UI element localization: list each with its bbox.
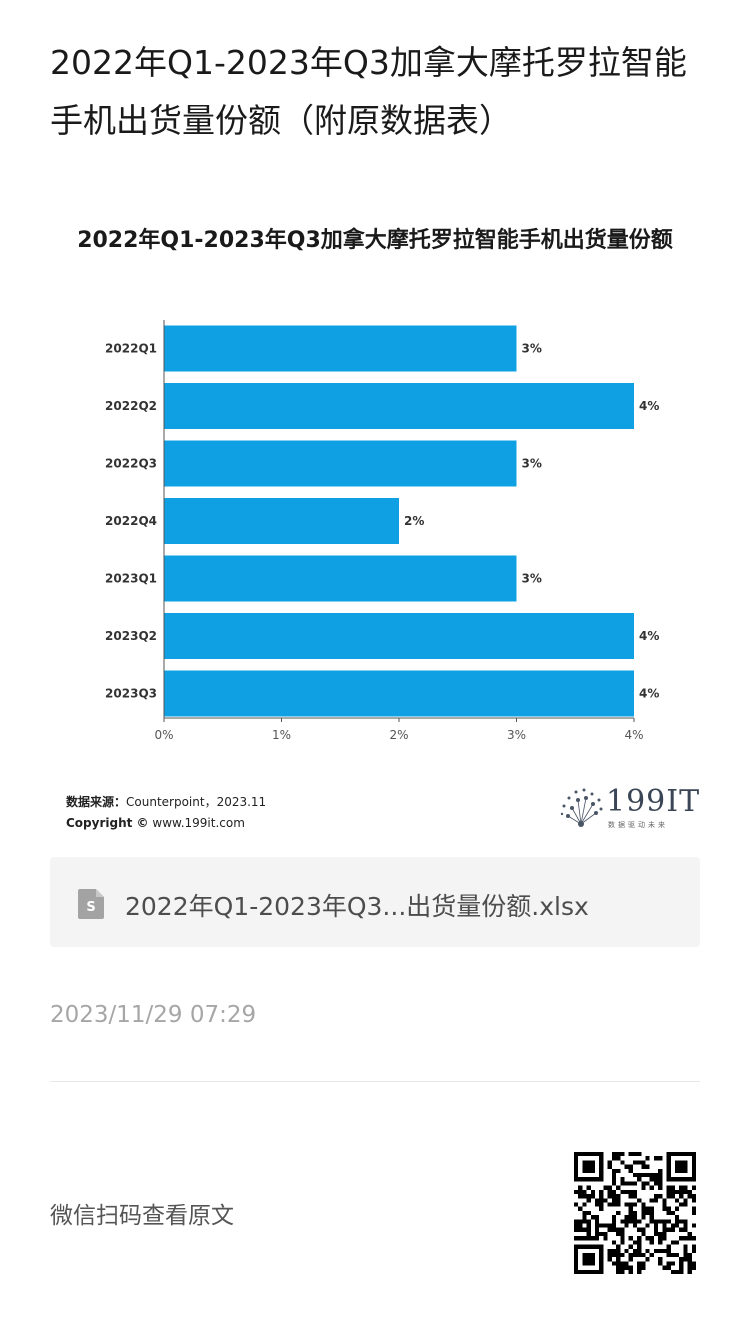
x-tick-label: 0% [154, 728, 173, 742]
category-label: 2022Q3 [105, 457, 157, 471]
data-label: 2% [404, 514, 424, 528]
data-label: 4% [639, 629, 659, 643]
data-label: 3% [522, 342, 542, 356]
category-label: 2022Q4 [105, 514, 157, 528]
brand-logo: 199IT 数据驱动未来 [558, 784, 701, 834]
x-tick-label: 4% [624, 728, 643, 742]
x-tick-label: 1% [272, 728, 291, 742]
brand-tagline: 数据驱动未来 [608, 821, 668, 829]
bar-chart: 2022Q1 3% 2022Q2 4% 2022Q3 3% 2022Q4 2% 2023Q1 3%… [105, 320, 659, 742]
category-label: 2022Q1 [105, 342, 157, 356]
qr-code-icon[interactable] [574, 1152, 696, 1274]
data-label: 4% [639, 399, 659, 413]
source-label: 数据来源： [66, 795, 127, 809]
source-value: Counterpoint，2023.11 [126, 795, 267, 809]
svg-text:S: S [86, 900, 95, 915]
x-tick-label: 2% [389, 728, 408, 742]
attachment-card[interactable]: S 2022年Q1-2023年Q3...出货量份额.xlsx [50, 857, 700, 947]
bar-2022Q1 [164, 325, 517, 372]
page-title: 2022年Q1-2023年Q3加拿大摩托罗拉智能手机出货量份额（附原数据表） [50, 43, 687, 140]
source-block: 数据来源：Counterpoint，2023.11 Copyright © ww… [66, 792, 266, 834]
bar-2023Q3 [164, 670, 634, 717]
data-label: 4% [639, 687, 659, 701]
bar-2022Q2 [164, 383, 634, 429]
category-label: 2023Q3 [105, 687, 157, 701]
chart-title: 2022年Q1-2023年Q3加拿大摩托罗拉智能手机出货量份额 [77, 228, 673, 253]
brand-name: 199IT [606, 784, 701, 819]
divider [50, 1081, 700, 1082]
data-label: 3% [522, 457, 542, 471]
category-label: 2023Q1 [105, 572, 157, 586]
attachment-file-name[interactable]: 2022年Q1-2023年Q3...出货量份额.xlsx [125, 892, 589, 921]
dandelion-logo-icon [560, 788, 603, 827]
bar-2023Q1 [164, 555, 517, 602]
bar-2022Q4 [164, 498, 399, 544]
bar-2023Q2 [164, 613, 634, 659]
data-label: 3% [522, 572, 542, 586]
copyright-label: Copyright © [66, 816, 149, 830]
bar-2022Q3 [164, 440, 517, 487]
category-label: 2023Q2 [105, 629, 157, 643]
scan-to-view-label: 微信扫码查看原文 [50, 1203, 234, 1229]
x-tick-label: 3% [507, 728, 526, 742]
spreadsheet-file-icon: S [78, 889, 104, 919]
copyright-value: www.199it.com [152, 816, 245, 830]
publish-timestamp: 2023/11/29 07:29 [50, 1002, 257, 1028]
category-label: 2022Q2 [105, 399, 157, 413]
